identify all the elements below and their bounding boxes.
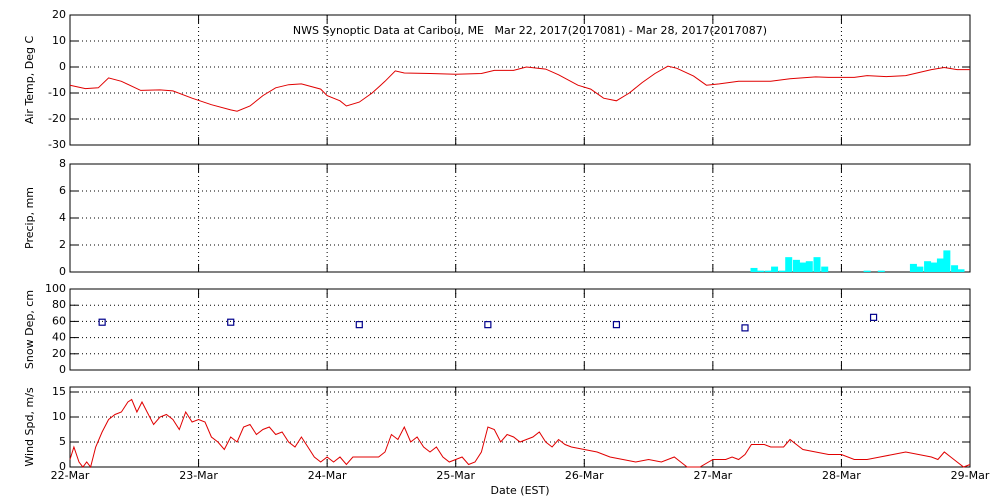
marker bbox=[484, 321, 492, 329]
marker bbox=[612, 321, 621, 329]
bar bbox=[750, 267, 758, 272]
bar bbox=[863, 270, 871, 272]
bar bbox=[756, 270, 764, 272]
marker bbox=[227, 318, 235, 326]
y-tick-label: -20 bbox=[48, 112, 66, 125]
bar bbox=[821, 266, 829, 272]
bar bbox=[813, 257, 821, 272]
bar bbox=[792, 259, 800, 272]
bar bbox=[771, 266, 779, 272]
x-tick-label: 25-Mar bbox=[436, 469, 475, 482]
bar bbox=[957, 269, 965, 272]
y-tick-label: 5 bbox=[59, 435, 66, 448]
y-tick-label: -30 bbox=[48, 138, 66, 151]
y-axis-label: Precip, mm bbox=[23, 187, 36, 249]
y-tick-label: 0 bbox=[59, 363, 66, 376]
data-line bbox=[69, 398, 971, 469]
y-tick-label: 15 bbox=[52, 385, 66, 398]
bar bbox=[916, 266, 924, 272]
y-tick-label: 20 bbox=[52, 347, 66, 360]
bar bbox=[799, 262, 807, 272]
bar bbox=[951, 265, 959, 272]
chart-title: NWS Synoptic Data at Caribou, ME Mar 22,… bbox=[293, 24, 767, 37]
y-tick-label: 100 bbox=[45, 282, 66, 295]
bar bbox=[924, 261, 932, 272]
panel-frame bbox=[69, 288, 971, 371]
marker bbox=[741, 324, 749, 332]
bar bbox=[877, 270, 885, 272]
marker bbox=[869, 313, 878, 321]
y-tick-label: 0 bbox=[59, 265, 66, 278]
y-tick-label: 6 bbox=[59, 184, 66, 197]
x-tick-label: 24-Mar bbox=[308, 469, 347, 482]
bar bbox=[785, 257, 793, 272]
y-tick-label: 60 bbox=[52, 314, 66, 327]
marker bbox=[355, 321, 363, 329]
x-axis-label: Date (EST) bbox=[490, 484, 549, 497]
y-tick-label: 80 bbox=[52, 298, 66, 311]
y-tick-label: 40 bbox=[52, 331, 66, 344]
y-tick-label: 0 bbox=[59, 460, 66, 473]
bar bbox=[936, 258, 944, 272]
bar bbox=[764, 270, 772, 272]
y-tick-label: 10 bbox=[52, 34, 66, 47]
bar bbox=[778, 270, 786, 272]
bar bbox=[943, 250, 951, 272]
x-tick-label: 26-Mar bbox=[565, 469, 604, 482]
x-tick-label: 22-Mar bbox=[51, 469, 90, 482]
y-tick-label: 2 bbox=[59, 238, 66, 251]
y-tick-label: 10 bbox=[52, 410, 66, 423]
y-tick-label: 8 bbox=[59, 157, 66, 170]
marker bbox=[98, 318, 106, 326]
y-axis-label: Air Temp, Deg C bbox=[23, 36, 36, 125]
x-tick-label: 29-Mar bbox=[951, 469, 990, 482]
y-axis-label: Wind Spd, m/s bbox=[23, 387, 36, 467]
data-line bbox=[69, 65, 970, 112]
y-axis-label: Snow Dep, cm bbox=[23, 290, 36, 369]
y-tick-label: 0 bbox=[59, 60, 66, 73]
y-tick-label: 4 bbox=[59, 211, 66, 224]
x-tick-label: 23-Mar bbox=[179, 469, 218, 482]
y-tick-label: -10 bbox=[48, 86, 66, 99]
bar bbox=[909, 263, 917, 272]
x-tick-label: 28-Mar bbox=[822, 469, 861, 482]
y-tick-label: 20 bbox=[52, 8, 66, 21]
bar bbox=[930, 262, 938, 272]
x-tick-label: 27-Mar bbox=[693, 469, 732, 482]
panel-frame bbox=[69, 14, 971, 146]
bar bbox=[805, 261, 813, 272]
